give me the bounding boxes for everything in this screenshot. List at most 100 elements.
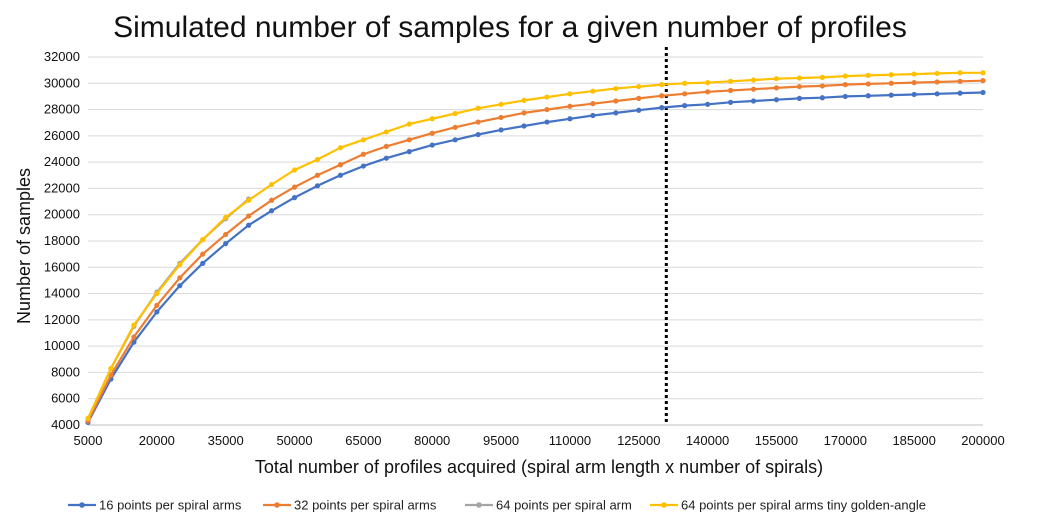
data-point [85, 415, 91, 422]
data-point [705, 89, 711, 95]
series-2 [85, 78, 986, 424]
data-point [521, 123, 527, 129]
data-point [957, 78, 963, 84]
legend-swatch-marker [661, 502, 667, 508]
x-tick-label: 5000 [74, 433, 103, 448]
data-point [957, 90, 963, 96]
data-point [567, 116, 573, 122]
x-tick-label: 125000 [617, 433, 660, 448]
data-point [360, 137, 366, 143]
legend-item: 32 points per spiral arms [263, 498, 437, 513]
y-tick-label: 12000 [44, 312, 80, 327]
data-point [842, 82, 848, 88]
data-point [429, 130, 435, 136]
y-tick-label: 26000 [44, 128, 80, 143]
gridlines [88, 56, 983, 400]
data-point [957, 70, 963, 76]
data-point [613, 110, 619, 116]
data-point [177, 275, 183, 281]
data-point [682, 91, 688, 97]
data-point [750, 77, 757, 83]
data-point [521, 110, 527, 116]
data-point [865, 72, 871, 78]
x-tick-label: 95000 [483, 433, 519, 448]
data-point [383, 143, 389, 149]
data-point [314, 156, 321, 163]
y-tick-label: 20000 [44, 207, 80, 222]
data-point [498, 101, 504, 107]
data-point [682, 103, 688, 109]
series-1 [85, 89, 986, 425]
data-point [406, 121, 412, 127]
data-point [544, 94, 550, 100]
data-point [223, 241, 229, 247]
data-point [544, 119, 550, 125]
data-point [429, 142, 435, 148]
data-point [727, 78, 734, 84]
data-point [108, 365, 114, 372]
data-point [796, 83, 803, 90]
data-point [544, 106, 550, 113]
data-point [475, 119, 481, 125]
data-point [865, 81, 871, 87]
data-point [705, 80, 711, 86]
data-point [498, 127, 504, 133]
data-point [567, 91, 573, 97]
data-point [246, 213, 252, 219]
data-point [636, 107, 642, 113]
data-point [865, 93, 871, 99]
data-point [429, 116, 435, 122]
data-point [842, 93, 848, 100]
y-axis-ticks: 4000 6000 8000 10000 12000 14000 16000 18000 200… [44, 49, 80, 432]
data-point [590, 101, 596, 107]
x-tick-label: 110000 [549, 433, 591, 448]
data-point [360, 151, 366, 157]
x-tick-label: 35000 [208, 433, 244, 448]
data-point [177, 283, 183, 289]
x-tick-label: 140000 [686, 433, 729, 448]
data-point [773, 85, 780, 91]
data-point [475, 131, 481, 138]
x-tick-label: 80000 [414, 433, 450, 448]
series-line [87, 79, 984, 422]
y-tick-label: 22000 [44, 180, 80, 195]
data-point [750, 98, 757, 104]
data-point [888, 92, 894, 98]
data-point [705, 101, 711, 107]
data-point [796, 95, 803, 101]
data-point [727, 99, 734, 105]
legend-label: 32 points per spiral arms [294, 498, 437, 513]
y-tick-label: 10000 [44, 338, 80, 353]
data-point [773, 76, 780, 82]
data-point [819, 74, 825, 80]
data-point [223, 214, 229, 220]
data-point [934, 91, 940, 97]
x-axis-ticks: 5000 20000 35000 50000 65000 80000 95000 110000… [74, 433, 1005, 448]
legend-item: 64 points per spiral arms tiny golden-an… [650, 498, 926, 513]
series-line [87, 91, 984, 423]
x-tick-label: 185000 [892, 433, 935, 448]
data-point [383, 129, 389, 135]
data-point [177, 262, 183, 268]
data-point [590, 112, 596, 119]
data-point [911, 71, 917, 77]
data-point [406, 137, 412, 143]
data-point [613, 85, 619, 92]
data-point [590, 88, 596, 94]
data-point [750, 86, 757, 92]
y-tick-label: 28000 [44, 102, 80, 117]
series-line [87, 198, 250, 419]
data-point [682, 80, 688, 86]
y-tick-label: 24000 [44, 154, 80, 169]
data-point [636, 95, 642, 101]
data-point [291, 184, 298, 190]
data-point [773, 97, 780, 103]
data-point [154, 309, 160, 315]
data-point [819, 83, 825, 89]
data-point [727, 87, 734, 94]
data-point [819, 95, 825, 101]
data-point [360, 163, 366, 169]
data-point [980, 89, 986, 96]
data-point [131, 334, 137, 340]
